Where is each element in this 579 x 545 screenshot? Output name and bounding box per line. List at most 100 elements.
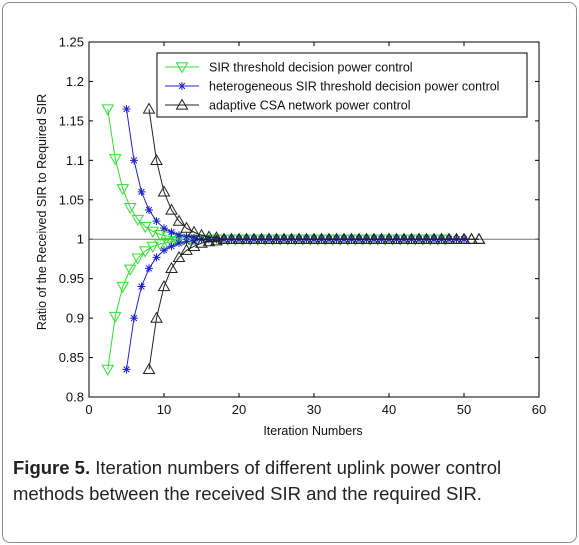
series-1-upper-point [123, 203, 137, 215]
legend-label: adaptive CSA network power control [209, 99, 411, 113]
series-3-lower-point [330, 232, 343, 244]
series-1-lower-point [161, 237, 175, 249]
series-1-lower-point [131, 253, 145, 265]
series-2-lower-point [152, 253, 161, 262]
series-3-upper-point [157, 185, 171, 197]
x-tick-label: 10 [157, 402, 171, 417]
series-1-upper-point [101, 104, 115, 116]
series-3-lower-point [420, 232, 433, 244]
chart: 0 10 20 30 40 50 60 0.8 0.85 0.9 0.95 1 1.05 1.1 1.15 1… [35, 35, 546, 439]
series-2-upper-point [130, 156, 138, 165]
x-tick-label: 50 [457, 402, 471, 417]
series-3-lower-point [262, 232, 276, 244]
series-2-lower-point [137, 282, 146, 291]
y-tick-label: 1.15 [59, 113, 84, 128]
series-1-lower-point [123, 264, 137, 276]
series-1-upper-point [153, 229, 167, 241]
series-3-upper-point [202, 230, 216, 242]
series-3-lower-point [217, 232, 231, 244]
caption-label: Figure 5. [13, 457, 91, 478]
series-3-lower-point [150, 311, 163, 323]
legend-label: heterogeneous SIR threshold decision pow… [209, 80, 499, 94]
series-1-upper-point [116, 184, 130, 196]
x-tick-label: 60 [532, 402, 546, 417]
series-3-lower-point [412, 232, 426, 244]
series-1-upper-point [108, 154, 122, 166]
figure-caption: Figure 5. Iteration numbers of different… [13, 455, 568, 507]
series-3-lower-point [255, 232, 268, 244]
series-2-lower-point [182, 237, 191, 246]
x-axis-label: Iteration Numbers [263, 424, 362, 438]
caption-text: Iteration numbers of different uplink po… [13, 457, 502, 504]
series-3-lower-point [315, 232, 328, 244]
series-1-lower-point [101, 364, 115, 376]
series-3-upper-point [172, 214, 186, 226]
y-tick-label: 0.95 [59, 271, 84, 286]
series-2-lower-point [145, 264, 153, 273]
legend-label: SIR threshold decision power control [209, 61, 413, 75]
series-3-lower-point [450, 232, 463, 244]
series-2-upper-point [122, 105, 131, 114]
series-3-lower-point [142, 362, 156, 375]
plot-frame [88, 41, 540, 398]
series-2-upper-point [160, 224, 168, 233]
series-3-lower-point [427, 232, 441, 244]
series-3-lower-point [240, 232, 253, 244]
x-tick-label: 30 [307, 402, 321, 417]
legend-marker [178, 82, 186, 90]
series-2-lower-point [175, 239, 183, 248]
legend-marker [175, 62, 189, 74]
series-2-lower-point [130, 314, 138, 323]
series-3-lower-point [307, 232, 321, 244]
series-3-upper-point [150, 153, 163, 165]
y-axis-label: Ratio of the Received SIR to Required SI… [35, 94, 49, 330]
series-3-lower-point [352, 232, 366, 244]
series-3-upper-point [210, 231, 223, 243]
series-3-upper-point [180, 221, 193, 233]
x-tick-label: 20 [232, 402, 246, 417]
series-2-upper-point [145, 206, 153, 215]
series-3-lower-point [157, 280, 171, 292]
series-1-lower-point [146, 241, 160, 253]
x-tick-label: 0 [85, 402, 92, 417]
series-3-lower-point [322, 232, 336, 244]
series-3-lower-point [457, 232, 471, 244]
series-3-lower-point [360, 232, 373, 244]
series-3-lower-point [277, 232, 291, 244]
series-3-lower-point [345, 232, 358, 244]
series-3-lower-point [390, 232, 403, 244]
series-3-lower-point [285, 232, 298, 244]
series-1-lower-point [108, 311, 122, 324]
y-tick-label: 1.25 [59, 35, 84, 50]
series-3-lower-point [382, 232, 396, 244]
series-3-lower-point [472, 232, 486, 244]
series-1-lower-point [116, 281, 130, 294]
series-2-lower-point [160, 246, 168, 255]
series-3-lower-point [232, 232, 246, 244]
y-tick-label: 1.05 [59, 192, 84, 207]
series-3-upper-point [187, 225, 201, 237]
series-3-lower-point [337, 232, 351, 244]
series-3-lower-point [247, 232, 261, 244]
series-2-lower-point [205, 235, 213, 244]
y-tick-label: 0.85 [59, 350, 84, 365]
legend-box [156, 52, 528, 118]
series-3-lower-point [202, 235, 216, 247]
series-2-upper-point [175, 231, 183, 240]
series-1-upper-point [131, 214, 145, 227]
series-3-lower-point [367, 232, 381, 244]
series-2-lower-point [167, 242, 176, 251]
series-3-lower-point [210, 234, 223, 246]
y-tick-label: 1.1 [66, 153, 84, 168]
series-3-lower-point [195, 236, 208, 248]
series-3-upper-point [165, 203, 178, 215]
series-3-lower-point [442, 232, 456, 244]
series-2-lower-point [212, 235, 221, 244]
series-3-lower-point [270, 232, 283, 244]
series-3-lower-point [300, 232, 313, 244]
series-3-lower-point [397, 232, 411, 244]
series-3-lower-point [405, 232, 418, 244]
series-3-lower-point [172, 250, 186, 262]
series-3-lower-point [225, 232, 238, 244]
series-1-lower-point [138, 246, 152, 258]
